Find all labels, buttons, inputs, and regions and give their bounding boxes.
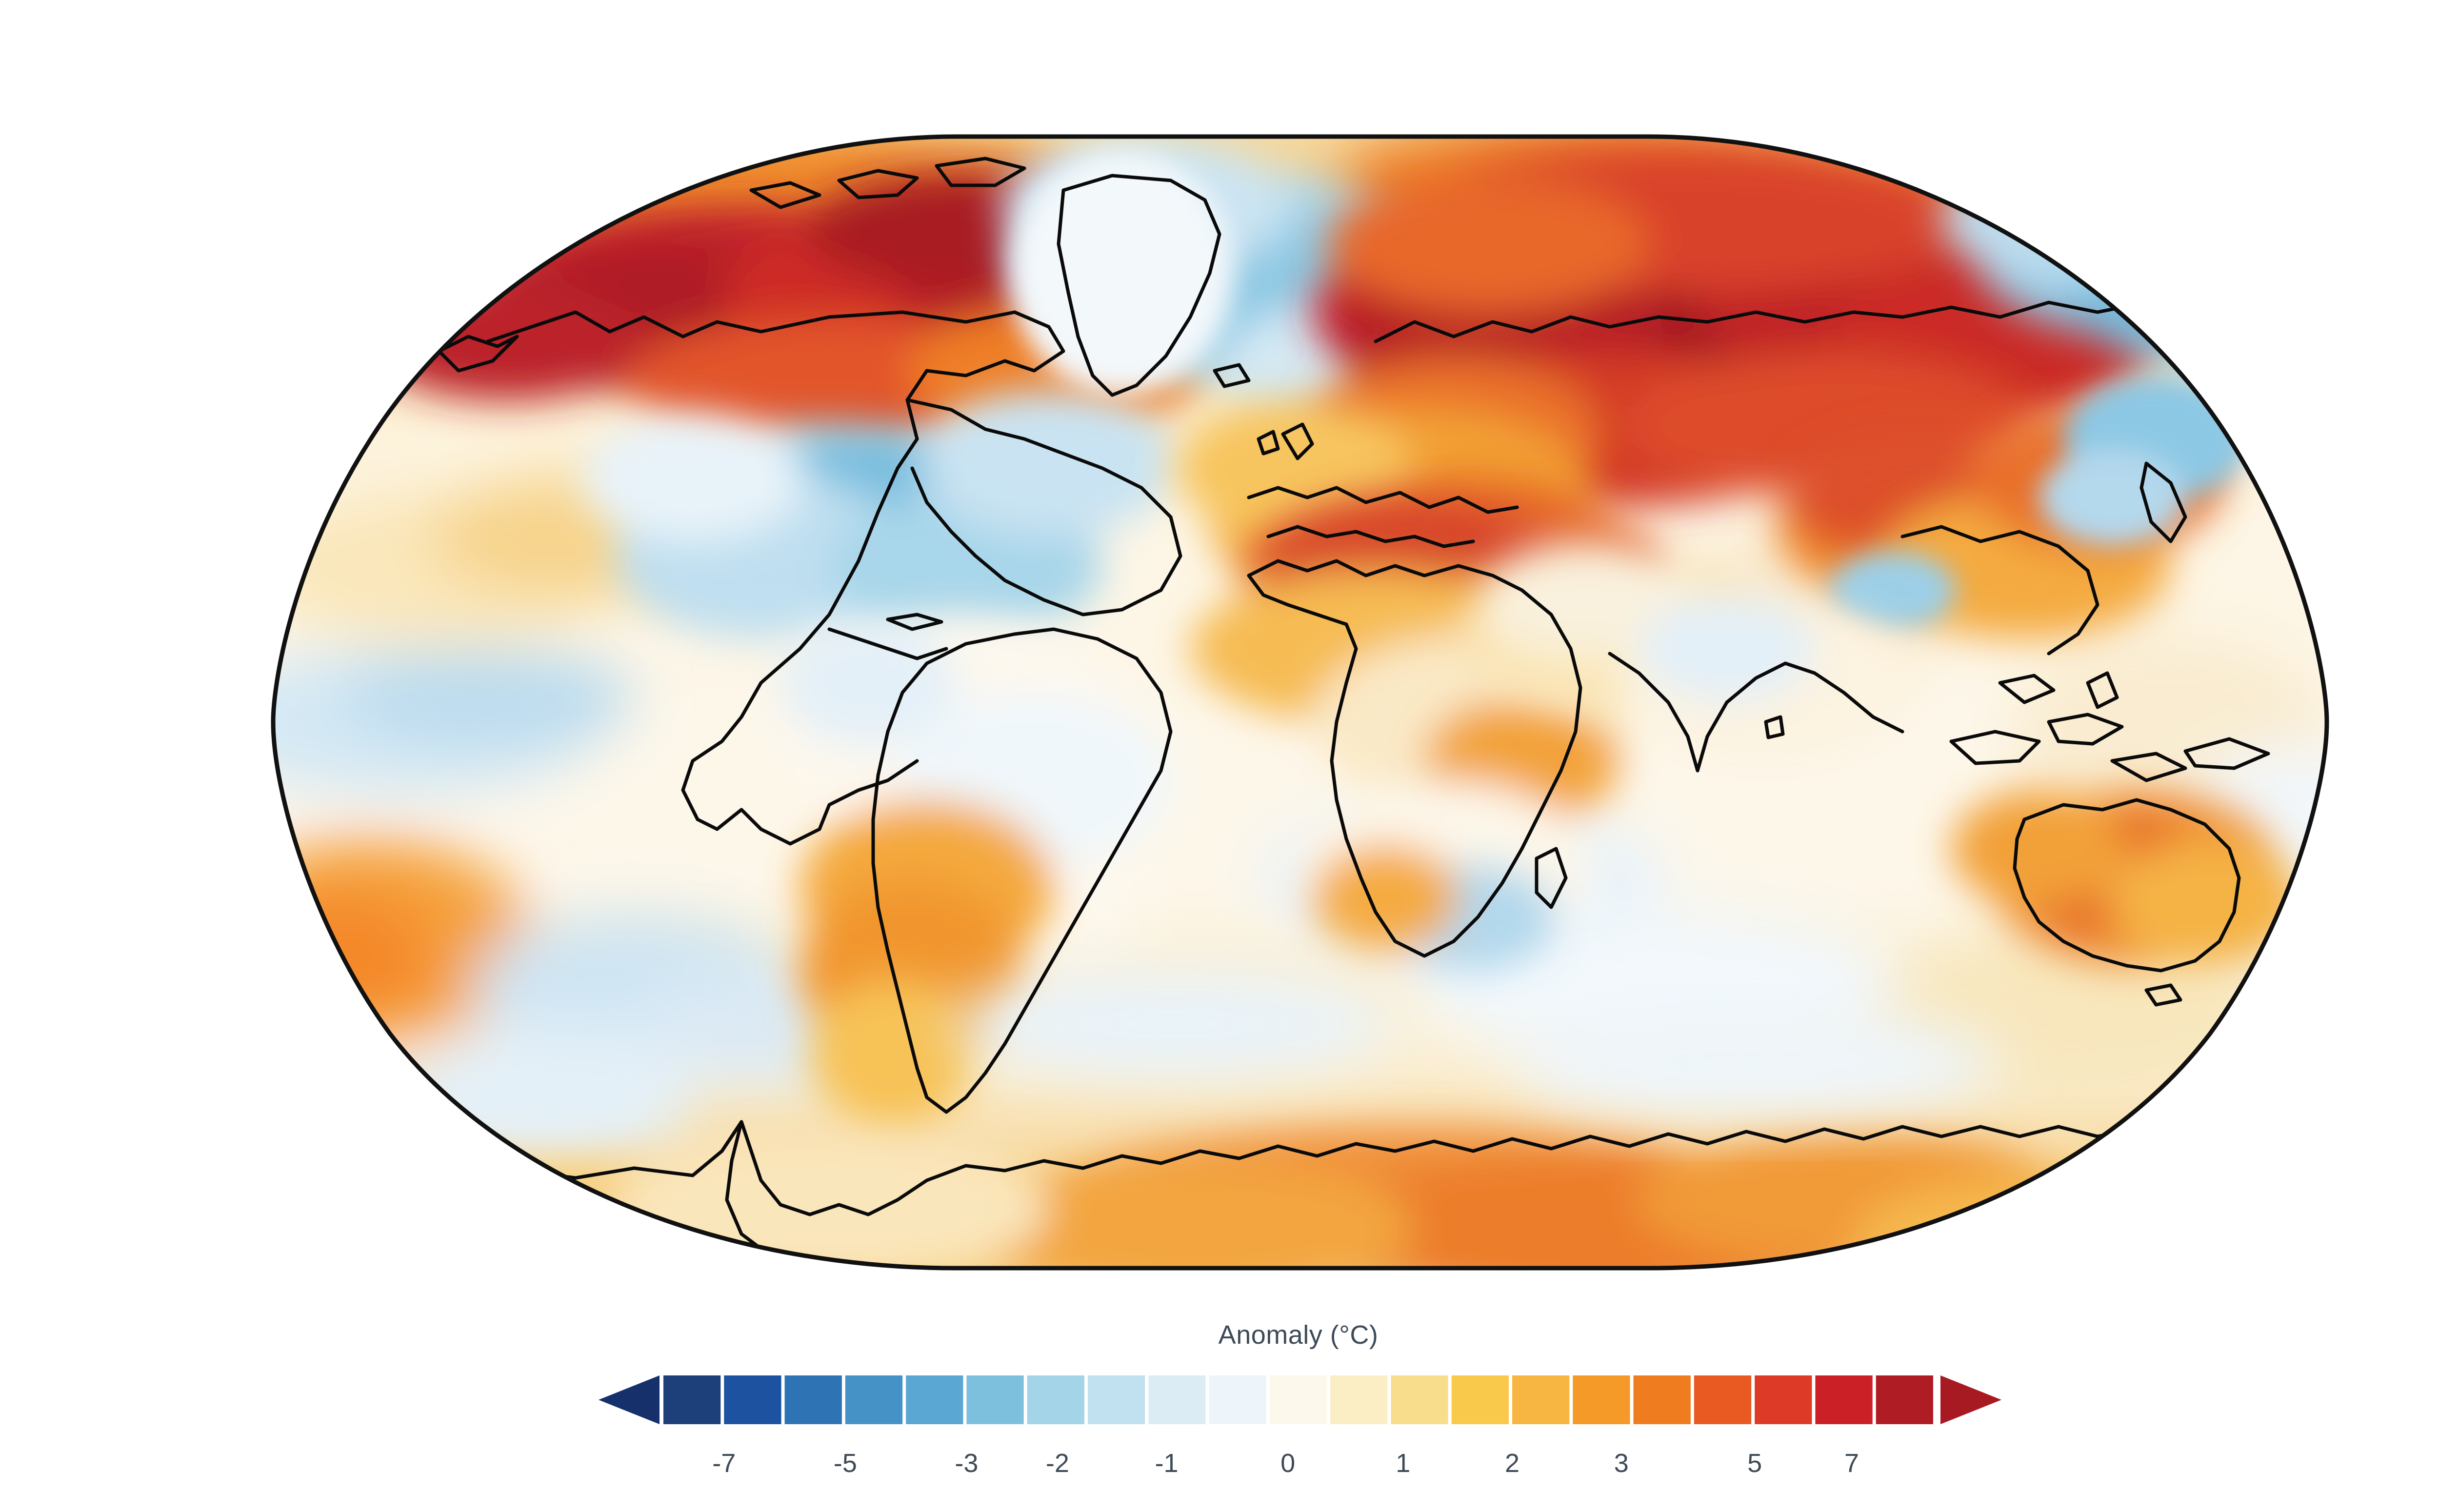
colorbar-tick-label: 5 [1747,1449,1762,1478]
colorbar-swatch [1815,1375,1873,1424]
colorbar-tick-label: 1 [1396,1449,1410,1478]
colorbar-canvas: -7 -5 -3 -2 -1 0 1 2 3 5 7 [599,1375,2001,1478]
colorbar-swatch [1451,1375,1509,1424]
colorbar-swatches [599,1375,2001,1424]
map-frame [271,134,2329,1271]
colorbar-arrow-low [599,1375,660,1424]
colorbar-tick-label: -3 [955,1449,978,1478]
colorbar-title: Anomaly (°C) [1218,1320,1379,1350]
colorbar-arrow-high [1940,1375,2001,1424]
colorbar-swatch [1391,1375,1448,1424]
colorbar-swatch [1148,1375,1206,1424]
colorbar-tick-label: 3 [1614,1449,1629,1478]
colorbar: Anomaly (°C) -7 -5 -3 -2 -1 0 1 2 3 5 7 [0,1297,2439,1512]
colorbar-swatch [966,1375,1024,1424]
colorbar-swatch [663,1375,721,1424]
colorbar-swatch [906,1375,963,1424]
colorbar-swatch [1573,1375,1630,1424]
colorbar-swatch [724,1375,781,1424]
colorbar-tick-label: 2 [1505,1449,1519,1478]
colorbar-swatch [1633,1375,1691,1424]
colorbar-tick-label: -1 [1155,1449,1179,1478]
colorbar-swatch [1755,1375,1812,1424]
colorbar-swatch [1694,1375,1752,1424]
colorbar-swatch [784,1375,842,1424]
colorbar-swatch [845,1375,903,1424]
colorbar-swatch [1027,1375,1084,1424]
anomaly-field [273,137,2327,1268]
colorbar-swatch [1269,1375,1327,1424]
colorbar-swatch [1330,1375,1388,1424]
world-map [271,134,2329,1271]
colorbar-tick-label: -2 [1046,1449,1069,1478]
colorbar-swatch [1512,1375,1570,1424]
coastlines [340,157,2327,1251]
colorbar-swatch [1088,1375,1145,1424]
colorbar-tick-label: 0 [1280,1449,1295,1478]
colorbar-tick-label: 7 [1844,1449,1859,1478]
colorbar-swatch [1209,1375,1266,1424]
colorbar-tick-label: -7 [712,1449,736,1478]
map-canvas [271,134,2329,1271]
colorbar-tick-labels: -7 -5 -3 -2 -1 0 1 2 3 5 7 [712,1449,1859,1478]
colorbar-tick-label: -5 [834,1449,857,1478]
colorbar-swatch [1876,1375,1933,1424]
